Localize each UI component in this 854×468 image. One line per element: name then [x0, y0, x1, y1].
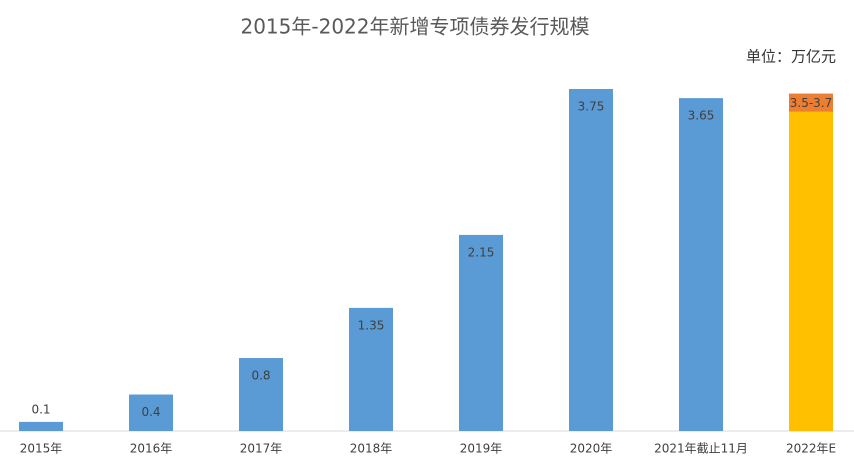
value-label: 3.5-3.7	[790, 96, 833, 110]
bar-estimate-range	[789, 93, 833, 112]
value-label: 0.8	[251, 369, 270, 383]
value-label: 3.65	[688, 109, 715, 123]
x-tick-label: 2017年	[240, 442, 283, 456]
bar-estimate-low	[789, 111, 833, 432]
bar	[19, 421, 63, 431]
value-label: 2.15	[468, 245, 495, 259]
x-tick-label: 2021年截止11月	[654, 442, 748, 456]
bar	[459, 234, 503, 431]
x-tick-label: 2020年	[570, 442, 613, 456]
value-label: 3.75	[578, 100, 605, 114]
bar	[349, 307, 393, 431]
x-tick-label: 2018年	[350, 442, 393, 456]
x-tick-label: 2016年	[130, 442, 173, 456]
chart-title: 2015年-2022年新增专项债券发行规模	[240, 15, 589, 39]
value-label: 0.4	[141, 405, 160, 419]
x-tick-label: 2022年E	[786, 442, 836, 456]
x-tick-label: 2015年	[20, 442, 63, 456]
bar	[239, 358, 283, 431]
value-label: 0.1	[31, 402, 50, 416]
bar	[679, 98, 723, 432]
value-label: 1.35	[358, 318, 385, 332]
bar	[129, 394, 173, 431]
bar	[569, 89, 613, 431]
unit-label: 单位：万亿元	[746, 48, 836, 66]
x-tick-label: 2019年	[460, 442, 503, 456]
